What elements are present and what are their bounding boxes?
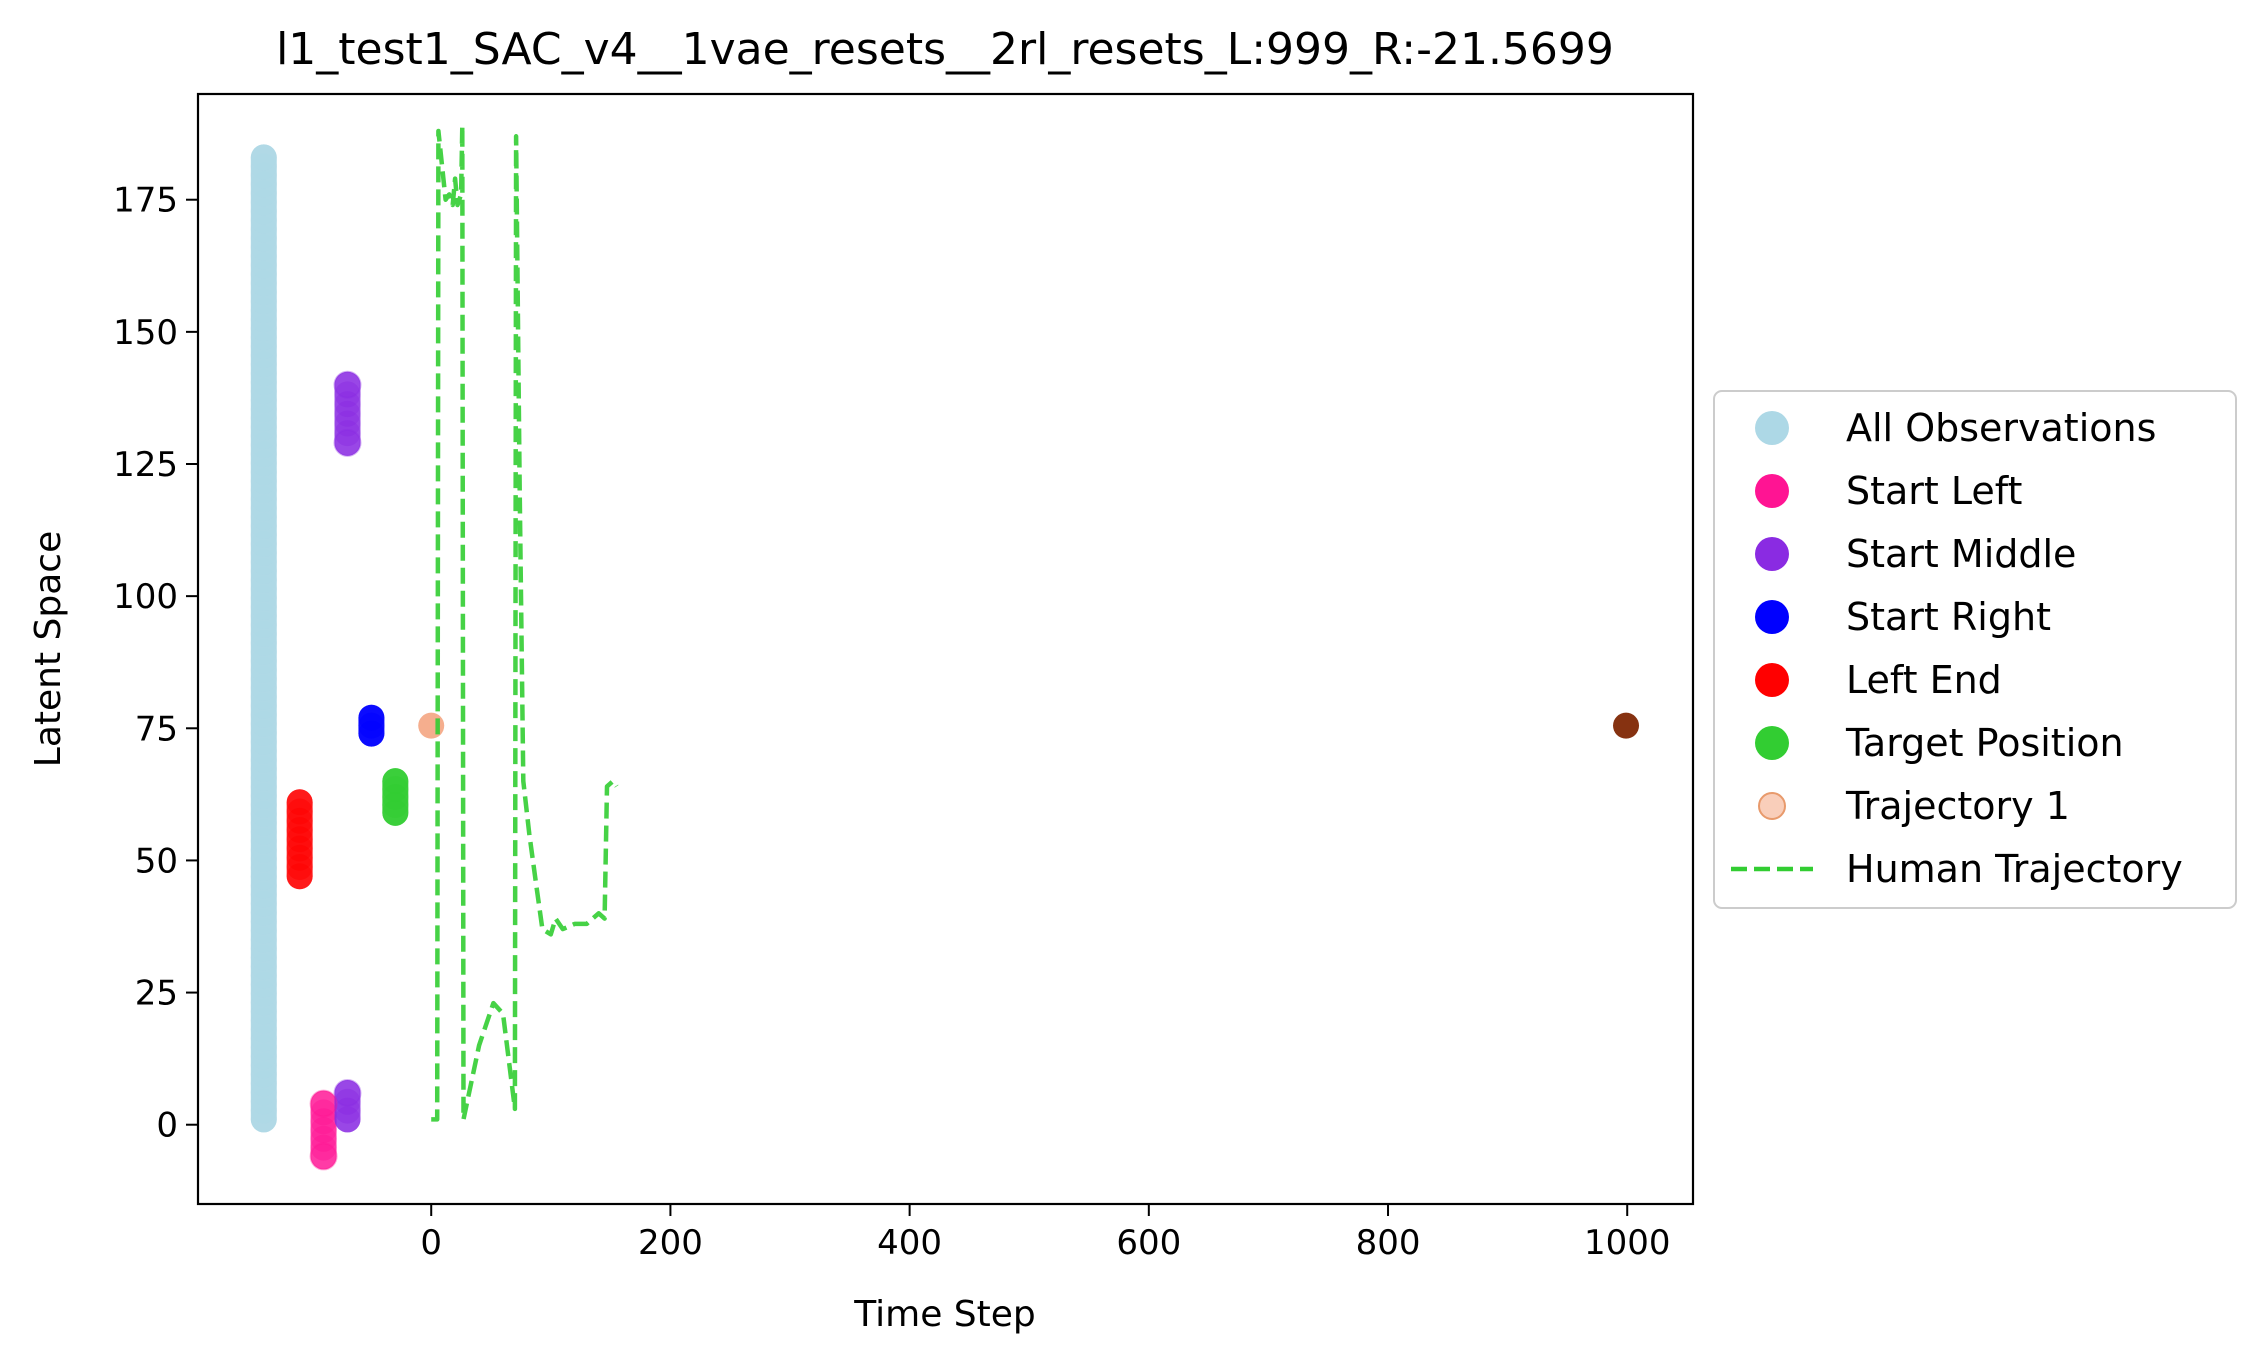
outlier-marker — [309, 1089, 338, 1118]
trajectory-1-last-point — [1613, 712, 1640, 739]
y-tick-label: 125 — [113, 445, 178, 485]
left-end-point — [286, 863, 313, 890]
start-middle-point — [334, 1097, 361, 1124]
outlier-marker — [333, 1079, 362, 1107]
x-axis-label: Time Step — [853, 1294, 1036, 1335]
start-left-point — [310, 1108, 337, 1135]
plot-frame — [196, 92, 1695, 1206]
start-middle-point — [334, 410, 361, 437]
trajectory-1-markers — [418, 712, 1640, 739]
start-left-point — [310, 1090, 337, 1117]
start-middle-point — [334, 381, 361, 408]
outlier-marker — [333, 428, 362, 457]
start-middle-point — [334, 1080, 361, 1106]
start-middle-point — [334, 371, 361, 398]
legend-marker — [1755, 537, 1789, 571]
y-tick-label: 150 — [113, 313, 178, 353]
left-end-point — [286, 798, 313, 825]
y-tick-label: 50 — [135, 841, 178, 881]
x-tick-label: 800 — [1356, 1223, 1421, 1263]
y-tick-label: 0 — [156, 1106, 178, 1146]
chart-title: l1_test1_SAC_v4__1vae_resets__2rl_resets… — [276, 24, 1614, 75]
y-tick-label: 100 — [113, 577, 178, 617]
legend-label: Start Left — [1846, 469, 2022, 513]
start-right-markers — [358, 704, 385, 747]
start-middle-point — [334, 1088, 361, 1115]
legend-item-trajectory-1: Trajectory 1 — [1758, 784, 2070, 828]
x-axis: 0 200 400 600 800 1000 — [420, 1204, 1670, 1263]
all-observations-point — [250, 144, 277, 171]
left-end-point — [286, 826, 313, 853]
legend-label: Start Middle — [1846, 532, 2076, 576]
start-left-point — [310, 1099, 337, 1126]
legend-label: Human Trajectory — [1846, 847, 2183, 891]
start-left-point — [310, 1143, 337, 1170]
target-position-markers — [382, 768, 409, 826]
target-position-point — [382, 768, 409, 795]
x-tick-label: 200 — [638, 1223, 703, 1263]
start-middle-markers-1 — [334, 371, 361, 456]
left-end-point — [286, 835, 313, 862]
legend-item-all-observations: All Observations — [1755, 406, 2156, 450]
start-left-point — [310, 1134, 337, 1161]
start-middle-point — [334, 391, 361, 418]
x-tick-label: 0 — [420, 1223, 442, 1263]
legend-label: Target Position — [1845, 721, 2124, 765]
outlier-marker — [309, 1142, 338, 1171]
legend-label: All Observations — [1846, 406, 2156, 450]
start-right-point — [358, 704, 385, 731]
x-tick-label: 1000 — [1584, 1223, 1671, 1263]
start-left-markers — [310, 1090, 337, 1170]
outlier-marker — [333, 370, 362, 399]
left-end-point — [286, 844, 313, 871]
legend-marker — [1755, 663, 1789, 697]
left-end-point — [286, 854, 313, 881]
y-tick-label: 75 — [135, 709, 178, 749]
legend-marker — [1755, 411, 1789, 445]
human-trajectory-line — [431, 123, 619, 1122]
start-middle-point — [334, 1106, 361, 1133]
legend-label: Left End — [1846, 658, 2002, 702]
y-axis: 0 25 50 75 100 125 150 175 — [113, 181, 198, 1146]
left-end-markers — [286, 789, 313, 890]
start-middle-point — [334, 400, 361, 427]
y-tick-label: 25 — [135, 974, 178, 1014]
start-middle-point — [334, 429, 361, 456]
x-tick-label: 600 — [1116, 1223, 1181, 1263]
start-middle-point — [334, 420, 361, 447]
y-axis-label: Latent Space — [28, 531, 69, 767]
y-tick-label: 175 — [113, 181, 178, 221]
legend-item-target-position: Target Position — [1755, 721, 2124, 765]
start-left-point — [310, 1125, 337, 1152]
legend-marker — [1758, 792, 1786, 820]
legend: All Observations Start Left Start Middle St… — [1713, 390, 2237, 909]
legend-item-start-right: Start Right — [1755, 595, 2051, 639]
legend-marker — [1755, 600, 1789, 634]
legend-item-left-end: Left End — [1755, 658, 2002, 702]
legend-item-start-middle: Start Middle — [1755, 532, 2076, 576]
left-end-point — [286, 789, 313, 816]
start-middle-markers-2 — [334, 1080, 361, 1133]
legend-box — [1713, 390, 2237, 909]
plot-background — [198, 94, 1693, 1204]
x-tick-label: 400 — [877, 1223, 942, 1263]
trajectory-1-first-point — [418, 712, 445, 739]
legend-item-human-trajectory: Human Trajectory — [1731, 847, 2183, 891]
legend-item-start-left: Start Left — [1755, 469, 2022, 513]
legend-label: Trajectory 1 — [1845, 784, 2070, 828]
legend-marker — [1755, 726, 1789, 760]
left-end-point — [286, 817, 313, 844]
legend-label: Start Right — [1846, 595, 2051, 639]
left-end-point — [286, 807, 313, 834]
all-observations-markers — [250, 144, 277, 1133]
plot-area — [250, 123, 1640, 1171]
start-left-point — [310, 1117, 337, 1143]
legend-marker — [1755, 474, 1789, 508]
